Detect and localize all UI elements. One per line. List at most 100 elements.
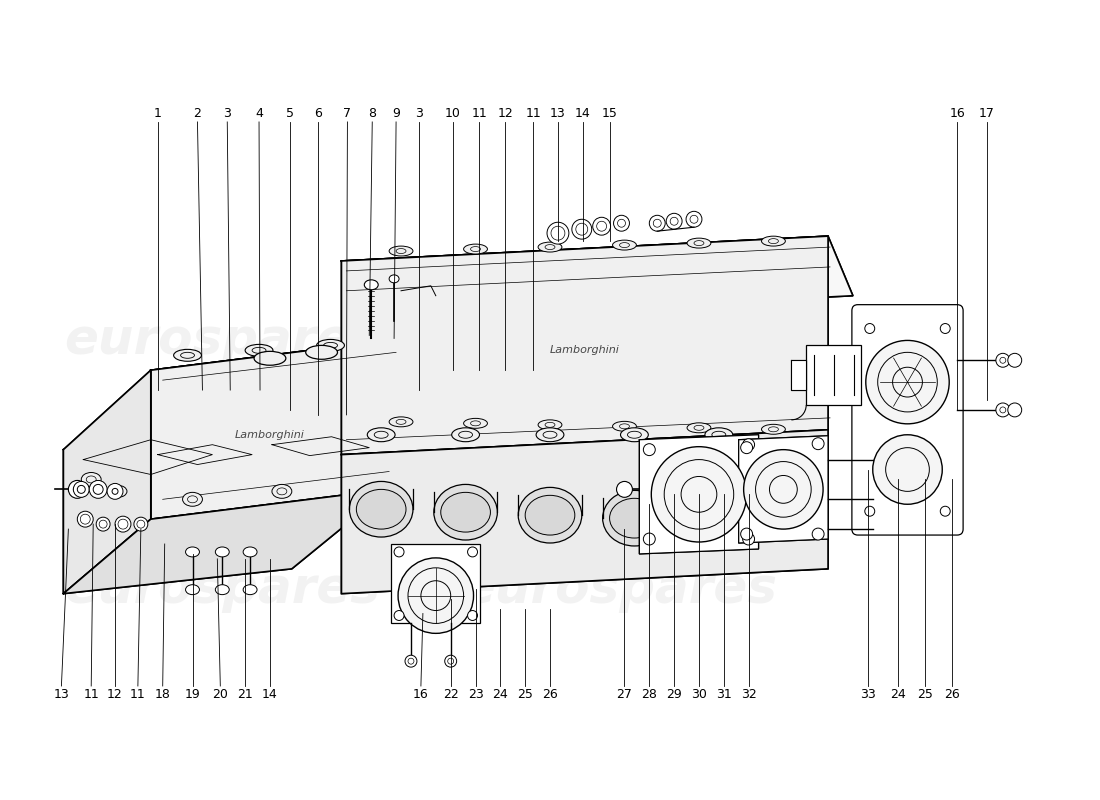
Text: 21: 21 — [238, 688, 253, 701]
Ellipse shape — [613, 422, 637, 431]
Text: 26: 26 — [542, 688, 558, 701]
Polygon shape — [739, 436, 828, 543]
Circle shape — [744, 450, 823, 529]
Bar — [392, 544, 481, 623]
Ellipse shape — [183, 492, 202, 506]
Text: 32: 32 — [740, 688, 757, 701]
FancyBboxPatch shape — [851, 305, 964, 535]
Ellipse shape — [272, 485, 292, 498]
Text: 11: 11 — [84, 688, 99, 701]
Circle shape — [468, 610, 477, 621]
Ellipse shape — [688, 238, 711, 248]
Circle shape — [398, 558, 473, 634]
Ellipse shape — [616, 482, 632, 498]
Text: 12: 12 — [497, 107, 514, 120]
Text: 33: 33 — [860, 688, 876, 701]
Circle shape — [468, 547, 477, 557]
Text: 18: 18 — [155, 688, 170, 701]
Text: eurospares: eurospares — [64, 317, 381, 365]
Text: eurospares: eurospares — [462, 565, 778, 613]
Circle shape — [89, 481, 107, 498]
Circle shape — [405, 655, 417, 667]
Ellipse shape — [254, 351, 286, 366]
Bar — [806, 346, 861, 405]
Text: 7: 7 — [343, 107, 351, 120]
Text: 22: 22 — [443, 688, 459, 701]
Text: 25: 25 — [917, 688, 933, 701]
Polygon shape — [341, 430, 828, 594]
Ellipse shape — [761, 236, 785, 246]
Ellipse shape — [216, 547, 229, 557]
Text: 14: 14 — [575, 107, 591, 120]
Ellipse shape — [688, 494, 750, 549]
Text: 26: 26 — [944, 688, 960, 701]
Text: 3: 3 — [415, 107, 422, 120]
Polygon shape — [64, 490, 389, 594]
Text: 23: 23 — [468, 688, 483, 701]
Ellipse shape — [68, 481, 86, 498]
Ellipse shape — [613, 240, 637, 250]
Text: 27: 27 — [616, 688, 632, 701]
Circle shape — [742, 438, 755, 450]
Circle shape — [77, 486, 86, 494]
Circle shape — [742, 533, 755, 545]
Circle shape — [651, 446, 747, 542]
Text: 10: 10 — [444, 107, 461, 120]
Text: 5: 5 — [286, 107, 294, 120]
Circle shape — [686, 211, 702, 227]
Text: 20: 20 — [212, 688, 228, 701]
Ellipse shape — [245, 344, 273, 356]
Text: Lamborghini: Lamborghini — [550, 346, 619, 355]
Circle shape — [865, 506, 874, 516]
Text: 15: 15 — [602, 107, 617, 120]
Polygon shape — [151, 341, 421, 428]
Text: 16: 16 — [949, 107, 965, 120]
Ellipse shape — [174, 350, 201, 362]
Text: 31: 31 — [716, 688, 732, 701]
Text: 30: 30 — [691, 688, 707, 701]
Text: Lamborghini: Lamborghini — [235, 430, 305, 440]
Ellipse shape — [364, 280, 378, 290]
Ellipse shape — [609, 498, 659, 538]
Circle shape — [593, 218, 611, 235]
Text: 11: 11 — [472, 107, 487, 120]
Circle shape — [116, 516, 131, 532]
Circle shape — [94, 485, 103, 494]
Text: 13: 13 — [550, 107, 565, 120]
Circle shape — [940, 506, 950, 516]
Ellipse shape — [389, 417, 412, 427]
Ellipse shape — [463, 244, 487, 254]
Ellipse shape — [603, 490, 667, 546]
Text: 11: 11 — [130, 688, 146, 701]
Circle shape — [865, 323, 874, 334]
Circle shape — [74, 482, 89, 498]
Ellipse shape — [688, 423, 711, 433]
Circle shape — [644, 533, 656, 545]
Text: 9: 9 — [392, 107, 400, 120]
Circle shape — [96, 517, 110, 531]
Text: 12: 12 — [107, 688, 123, 701]
Circle shape — [112, 488, 118, 494]
Ellipse shape — [216, 585, 229, 594]
Circle shape — [812, 528, 824, 540]
Ellipse shape — [317, 339, 344, 351]
Circle shape — [444, 655, 456, 667]
Circle shape — [649, 215, 666, 231]
Text: 28: 28 — [641, 688, 657, 701]
Circle shape — [134, 517, 147, 531]
Ellipse shape — [356, 490, 406, 529]
Ellipse shape — [538, 242, 562, 252]
Ellipse shape — [109, 486, 126, 498]
Ellipse shape — [441, 492, 491, 532]
Text: 25: 25 — [517, 688, 534, 701]
Polygon shape — [64, 370, 151, 594]
Circle shape — [1008, 354, 1022, 367]
Ellipse shape — [452, 428, 480, 442]
Text: 8: 8 — [368, 107, 376, 120]
Circle shape — [394, 547, 404, 557]
Text: 17: 17 — [979, 107, 994, 120]
Circle shape — [740, 442, 752, 454]
Ellipse shape — [186, 547, 199, 557]
Text: eurospares: eurospares — [64, 565, 381, 613]
Ellipse shape — [389, 246, 412, 256]
